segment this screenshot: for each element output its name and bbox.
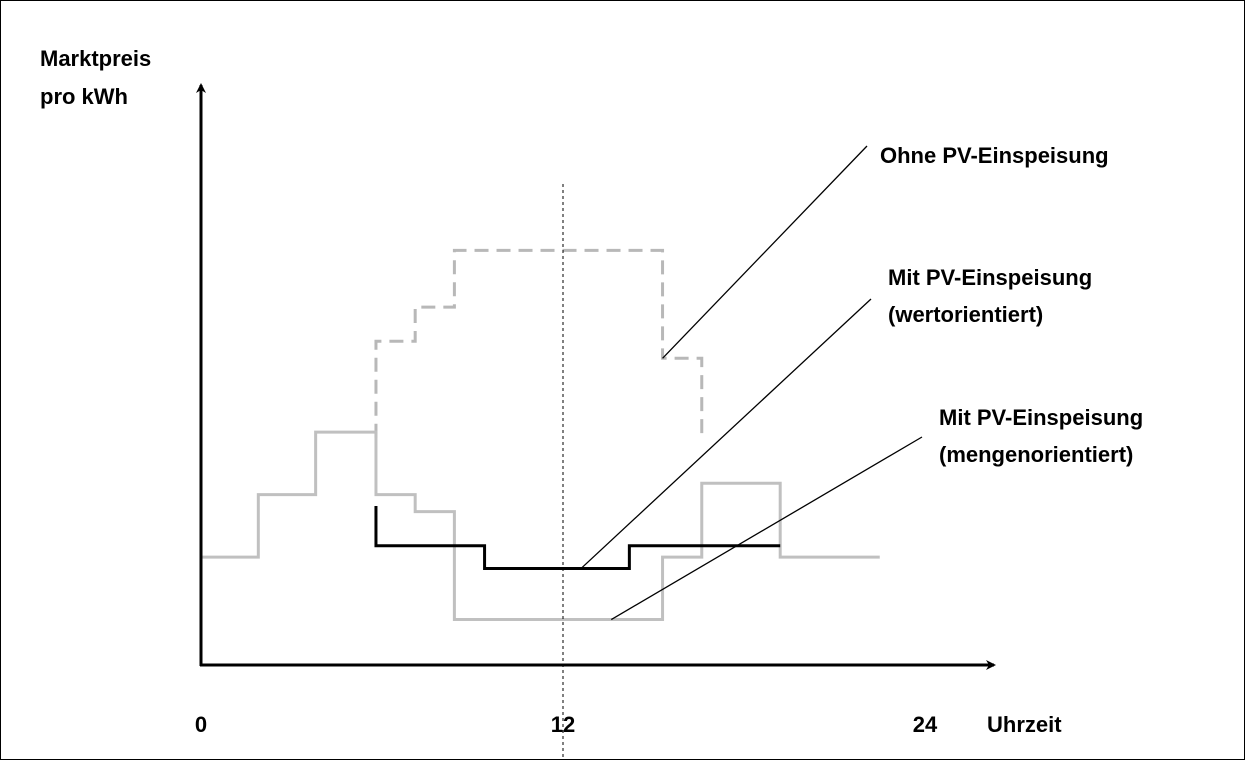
series-line-1: [374, 505, 781, 570]
x-tick-label-1: 12: [551, 712, 575, 737]
series-labels: Ohne PV-Einspeisung Mit PV-Einspeisung (we…: [880, 143, 1143, 467]
series-label-1-line-0: Mit PV-Einspeisung: [888, 265, 1092, 290]
series-label-1-line-1: (wertorientiert): [888, 302, 1043, 327]
x-axis-label: Uhrzeit: [987, 712, 1062, 737]
series-leader-line-2: [610, 436, 923, 621]
y-axis-label-line-2: pro kWh: [40, 84, 128, 109]
series-line-2: [201, 430, 880, 622]
y-axis-label-line-1: Marktpreis: [40, 46, 151, 71]
leader-layer: [580, 145, 923, 621]
series-leader-line-0: [662, 145, 868, 359]
series-label-2-line-0: Mit PV-Einspeisung: [939, 405, 1143, 430]
x-tick-labels: 0 12 24: [195, 712, 938, 737]
series-label-0-line-0: Ohne PV-Einspeisung: [880, 143, 1109, 168]
series-layer: [201, 248, 880, 622]
series-line-0: [374, 248, 704, 438]
x-tick-label-2: 24: [913, 712, 938, 737]
series-label-2-line-1: (mengenorientiert): [939, 442, 1133, 467]
x-tick-label-0: 0: [195, 712, 207, 737]
series-leader-line-1: [580, 298, 872, 569]
